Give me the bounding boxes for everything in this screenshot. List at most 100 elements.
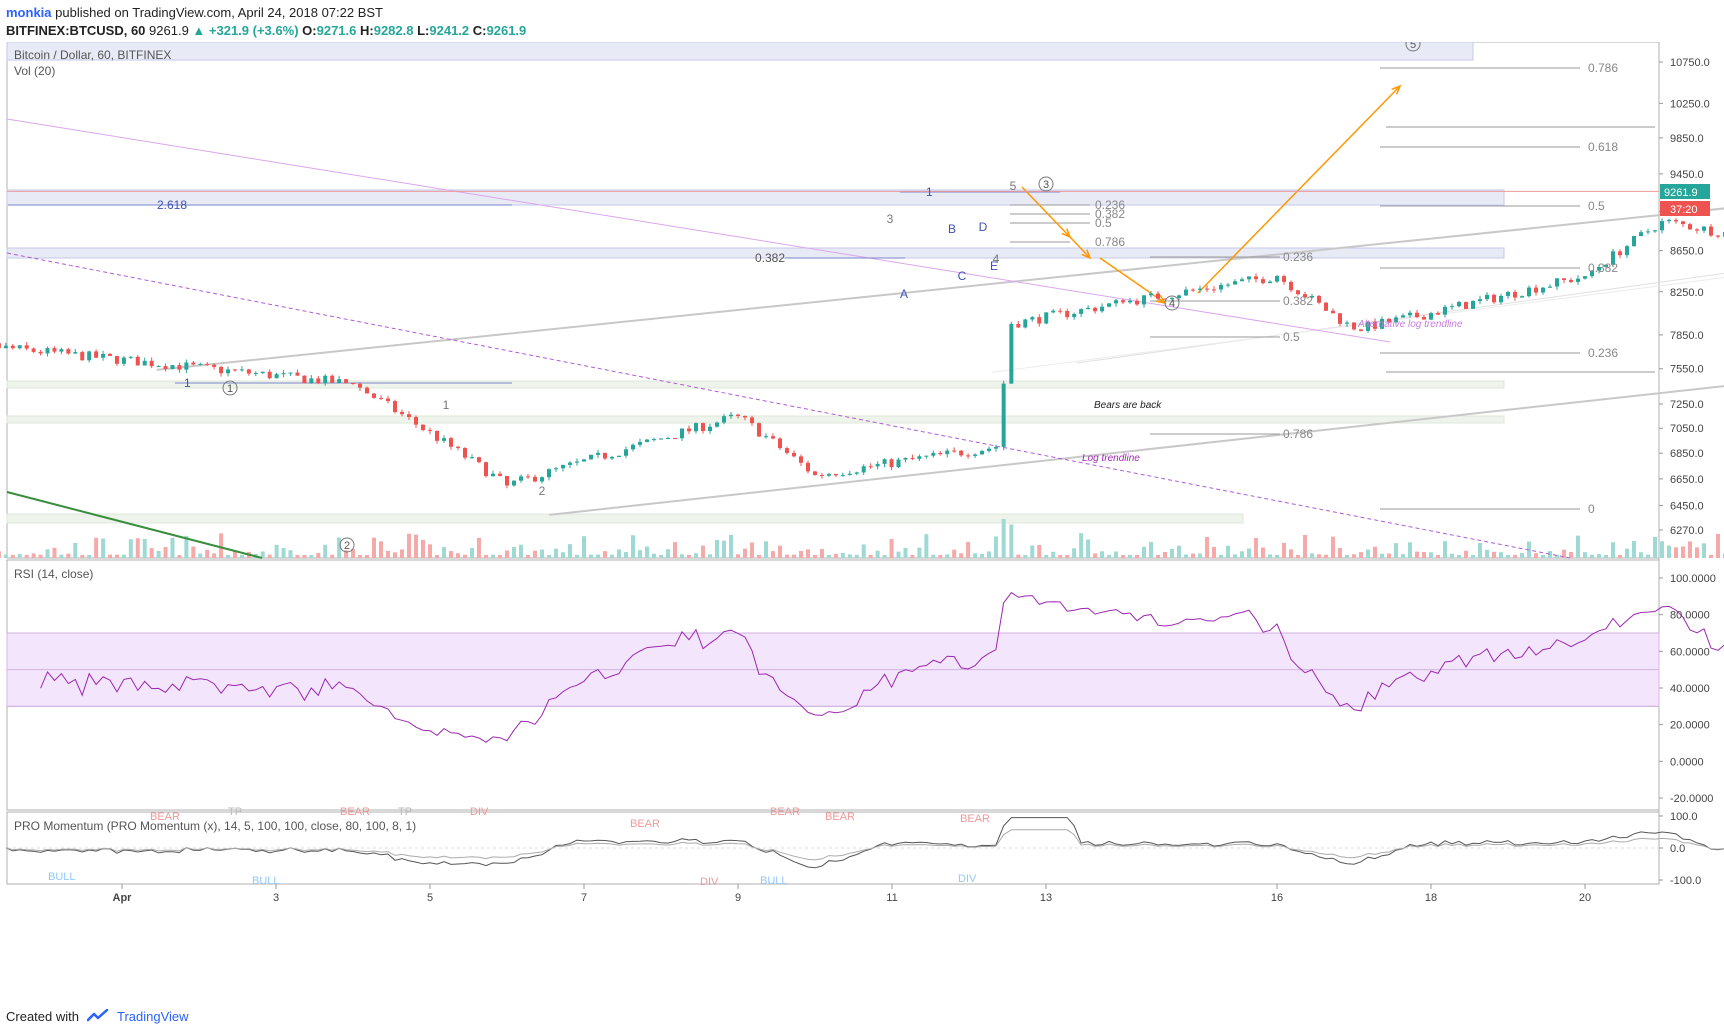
volume-bar <box>281 548 286 558</box>
candle-body <box>1086 307 1091 310</box>
fib-1-left-label: 1 <box>184 376 191 390</box>
candle-body <box>910 457 915 459</box>
volume-bar <box>94 537 99 558</box>
candle-body <box>1450 306 1454 308</box>
green-trendline <box>6 491 263 559</box>
candle-body <box>45 348 50 354</box>
candle-body <box>17 345 22 349</box>
volume-bar <box>701 545 705 558</box>
countdown-badge-text: 37:20 <box>1670 204 1698 216</box>
candle-body <box>491 473 495 477</box>
candle-body <box>959 450 964 456</box>
volume-bar <box>163 546 168 558</box>
wave-label-circle <box>1038 176 1054 192</box>
candle-body <box>1443 306 1447 315</box>
price-tick-label: 8250.0 <box>1670 287 1704 299</box>
candle-body <box>680 428 684 439</box>
chart-labels: 0.7860.6180.50.3820.23600.2360.3820.50.7… <box>157 42 1618 553</box>
candle-body <box>1345 322 1349 324</box>
volume-bar <box>108 554 113 558</box>
volume-bar <box>1352 554 1356 558</box>
candle-body <box>477 457 481 463</box>
candle-body <box>1436 313 1440 315</box>
price-tick-label: 7550.0 <box>1670 364 1704 376</box>
projection-arrow <box>1099 257 1166 304</box>
low-label: L: <box>417 23 430 38</box>
last-price-badge <box>1660 184 1710 199</box>
price-tick-label: 7050.0 <box>1670 423 1704 435</box>
candle-body <box>1527 287 1531 297</box>
candle-body <box>729 414 733 417</box>
candle-body <box>666 437 670 439</box>
candle-body <box>1478 299 1482 302</box>
volume-bar <box>463 554 467 558</box>
tradingview-brand-link[interactable]: TradingView <box>116 1008 189 1024</box>
candle-body <box>38 351 43 354</box>
volume-bar <box>205 549 210 558</box>
volume-bar <box>694 553 698 558</box>
volume-bar <box>736 554 740 558</box>
low-value: 9241.2 <box>429 23 470 38</box>
candle-body <box>617 455 621 457</box>
candle-body <box>163 366 168 370</box>
volume-bar <box>498 554 502 558</box>
volume-bar <box>833 553 838 558</box>
volume-bar <box>840 552 845 558</box>
wave-label-minor: D <box>979 220 988 234</box>
volume-bar <box>337 537 342 558</box>
chart-canvas[interactable]: BEAR BEAR BEAR BEAR BEAR BEAR BULL BULL BULL DIV D… <box>0 42 1724 1000</box>
candle-body <box>1597 266 1601 271</box>
wave-label-major: 2 <box>344 540 350 552</box>
candle-body <box>1037 317 1042 324</box>
volume-bar <box>1499 552 1503 558</box>
candle-body <box>826 473 831 476</box>
candle-body <box>673 437 677 439</box>
candle-body <box>1618 251 1622 256</box>
volume-bar <box>1513 554 1517 558</box>
momentum-signal-line <box>5 829 1724 861</box>
volume-bar <box>826 554 831 558</box>
candle-body <box>896 459 901 468</box>
volume-bar <box>806 549 810 558</box>
momentum-signal-label: TP <box>398 806 412 818</box>
wave-label-minor: B <box>948 222 956 236</box>
volume-bar <box>896 551 901 558</box>
candle-body <box>1338 313 1342 324</box>
candle-body <box>1541 287 1545 293</box>
author-link[interactable]: monkia <box>6 5 52 20</box>
volume-bar <box>673 542 677 558</box>
time-tick-label: 20 <box>1579 892 1591 904</box>
candle-body <box>1611 251 1615 265</box>
candle-body <box>861 466 866 473</box>
candle-body <box>1268 281 1272 284</box>
volume-bar <box>226 554 231 558</box>
open-value: 9271.6 <box>316 23 357 38</box>
candle-body <box>1380 318 1384 329</box>
candle-body <box>1093 307 1098 312</box>
volume-bar <box>631 535 635 558</box>
volume-bar <box>128 539 133 558</box>
candle-body <box>1681 221 1685 225</box>
support-zone-2 <box>6 415 1505 424</box>
volume-bar <box>617 549 621 558</box>
channel-lower-line <box>549 385 1724 516</box>
candle-body <box>1352 322 1356 330</box>
fib-2618-label: 2.618 <box>157 198 187 212</box>
volume-bar <box>477 537 481 558</box>
candle-body <box>1128 300 1132 303</box>
volume-bar <box>1471 554 1475 558</box>
close-label: C: <box>472 23 487 38</box>
volume-bar <box>652 553 656 558</box>
candle-body <box>1667 219 1671 222</box>
candle-body <box>0 343 1 349</box>
high-label: H: <box>360 23 374 38</box>
volume-bar <box>59 554 64 558</box>
volume-bar <box>177 554 182 558</box>
candle-body <box>889 459 894 468</box>
candle-body <box>393 401 397 412</box>
volume-bar <box>1121 554 1125 558</box>
volume-bar <box>491 554 495 558</box>
volume-bar <box>1289 549 1293 558</box>
candle-body <box>442 438 446 441</box>
volume-bar <box>778 545 782 558</box>
